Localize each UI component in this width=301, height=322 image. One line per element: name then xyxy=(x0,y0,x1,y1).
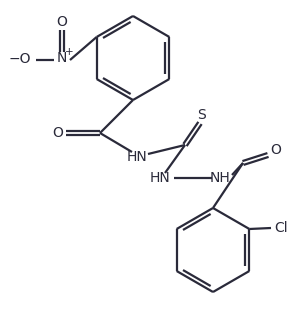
Text: O: O xyxy=(57,15,67,29)
Text: Cl: Cl xyxy=(274,221,288,235)
Text: HN: HN xyxy=(127,150,147,164)
Text: S: S xyxy=(198,108,206,122)
Text: O: O xyxy=(271,143,281,157)
Text: N: N xyxy=(57,51,67,65)
Text: +: + xyxy=(65,47,73,57)
Text: O: O xyxy=(53,126,64,140)
Text: −O: −O xyxy=(9,52,31,66)
Text: NH: NH xyxy=(209,171,230,185)
Text: HN: HN xyxy=(150,171,170,185)
